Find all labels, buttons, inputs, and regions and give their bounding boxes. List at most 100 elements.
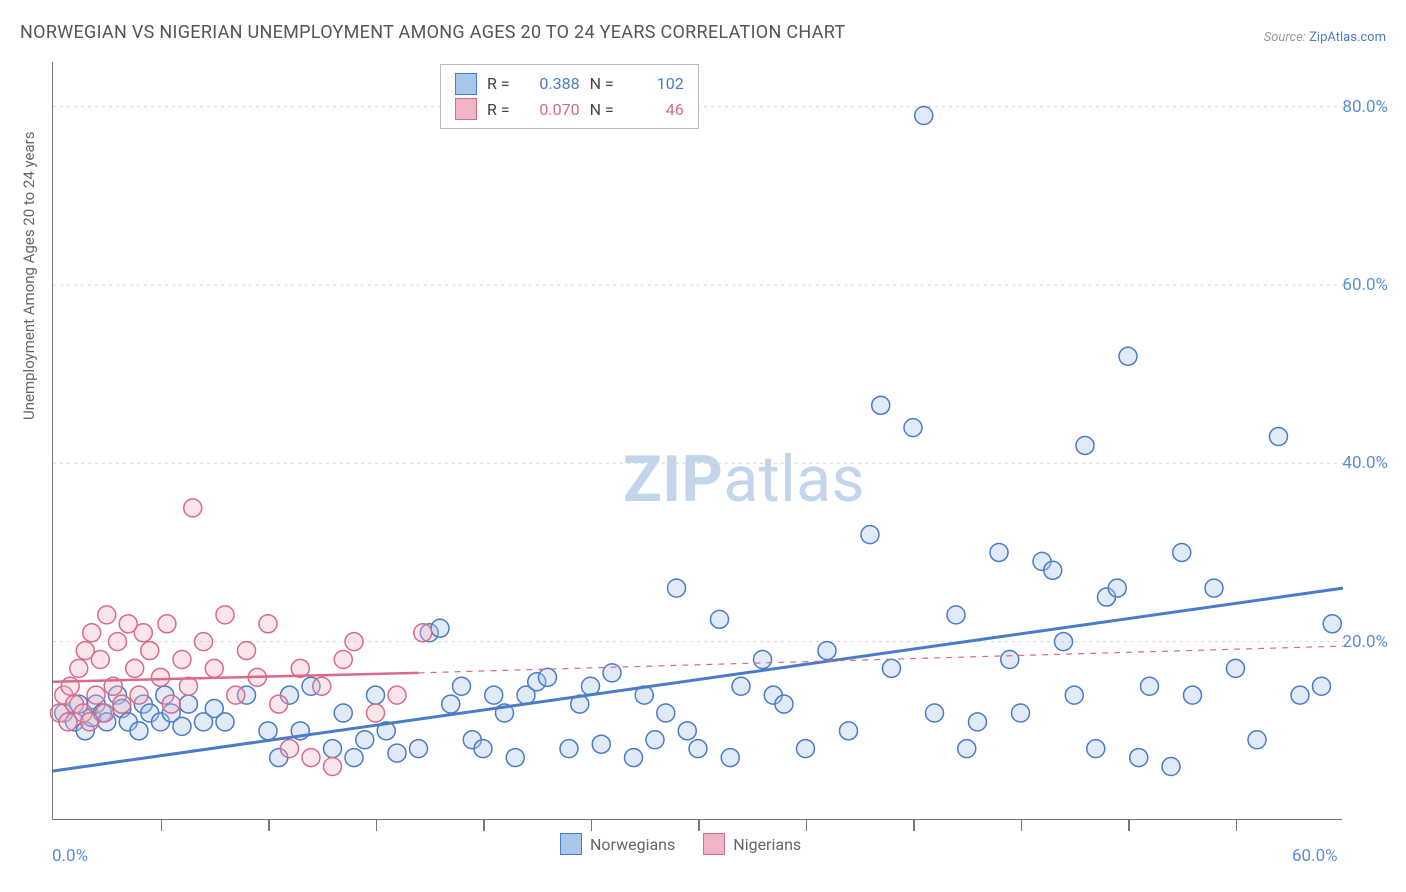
data-point [345,633,363,651]
x-tick-mark [913,819,915,831]
x-tick-mark [1021,819,1023,831]
data-point [840,722,858,740]
data-point [775,695,793,713]
data-point [1173,543,1191,561]
data-point [872,396,890,414]
x-tick-label: 60.0% [1292,846,1338,866]
data-point [195,633,213,651]
data-point [158,615,176,633]
data-point [668,579,686,597]
data-point [109,633,127,651]
data-point [442,695,460,713]
data-point [1141,677,1159,695]
data-point [313,677,331,695]
data-point [87,686,105,704]
n-label: N = [590,71,614,97]
trendline-dashed [419,646,1344,673]
data-point [1130,749,1148,767]
data-point [904,419,922,437]
r-label: R = [487,97,510,123]
data-point [216,713,234,731]
data-point [1065,686,1083,704]
legend-correlation-box: R = 0.388 N = 102 R = 0.070 N = 46 [440,64,699,129]
data-point [113,695,131,713]
data-point [915,107,933,125]
data-point [969,713,987,731]
legend-stat-row: R = 0.070 N = 46 [455,97,684,123]
data-point [356,731,374,749]
data-point [947,606,965,624]
data-point [367,704,385,722]
data-point [388,686,406,704]
data-point [689,740,707,758]
data-point [179,677,197,695]
legend-swatch [560,833,582,855]
data-point [539,668,557,686]
x-tick-mark [161,819,163,831]
data-point [345,749,363,767]
x-tick-mark [483,819,485,831]
data-point [324,757,342,775]
data-point [91,650,109,668]
y-tick-label: 20.0% [1342,632,1388,652]
source-link[interactable]: ZipAtlas.com [1309,30,1386,45]
data-point [732,677,750,695]
data-point [238,642,256,660]
data-point [141,642,159,660]
y-axis-label: Unemployment Among Ages 20 to 24 years [20,132,38,420]
x-tick-mark [591,819,593,831]
data-point [560,740,578,758]
data-point [1323,615,1341,633]
data-point [259,722,277,740]
data-point [958,740,976,758]
data-point [1291,686,1309,704]
data-point [625,749,643,767]
data-point [1270,428,1288,446]
trendline [53,673,419,682]
data-point [126,659,144,677]
data-point [506,749,524,767]
data-point [134,624,152,642]
data-point [259,615,277,633]
source-label: Source: [1264,30,1306,45]
data-point [818,642,836,660]
data-point [861,526,879,544]
data-point [270,695,288,713]
data-point [83,624,101,642]
x-tick-label: 0.0% [52,846,88,866]
data-point [227,686,245,704]
data-point [1162,757,1180,775]
legend-swatch [703,833,725,855]
data-point [130,722,148,740]
data-point [1184,686,1202,704]
y-tick-label: 80.0% [1342,97,1388,117]
data-point [646,731,664,749]
data-point [334,704,352,722]
data-point [152,668,170,686]
data-point [721,749,739,767]
data-point [61,677,79,695]
n-label: N = [590,97,614,123]
n-value: 46 [624,97,684,123]
r-value: 0.388 [520,71,580,97]
data-point [98,606,116,624]
data-point [367,686,385,704]
data-point [302,749,320,767]
legend-stat-row: R = 0.388 N = 102 [455,71,684,97]
data-point [1227,659,1245,677]
y-tick-label: 60.0% [1342,275,1388,295]
data-point [453,677,471,695]
x-tick-mark [268,819,270,831]
data-point [1248,731,1266,749]
data-point [130,686,148,704]
data-point [592,735,610,753]
x-tick-mark [806,819,808,831]
data-point [883,659,901,677]
data-point [205,659,223,677]
data-point [990,543,1008,561]
data-point [216,606,234,624]
data-point [414,624,432,642]
data-point [70,659,88,677]
x-tick-mark [698,819,700,831]
x-tick-mark [1128,819,1130,831]
